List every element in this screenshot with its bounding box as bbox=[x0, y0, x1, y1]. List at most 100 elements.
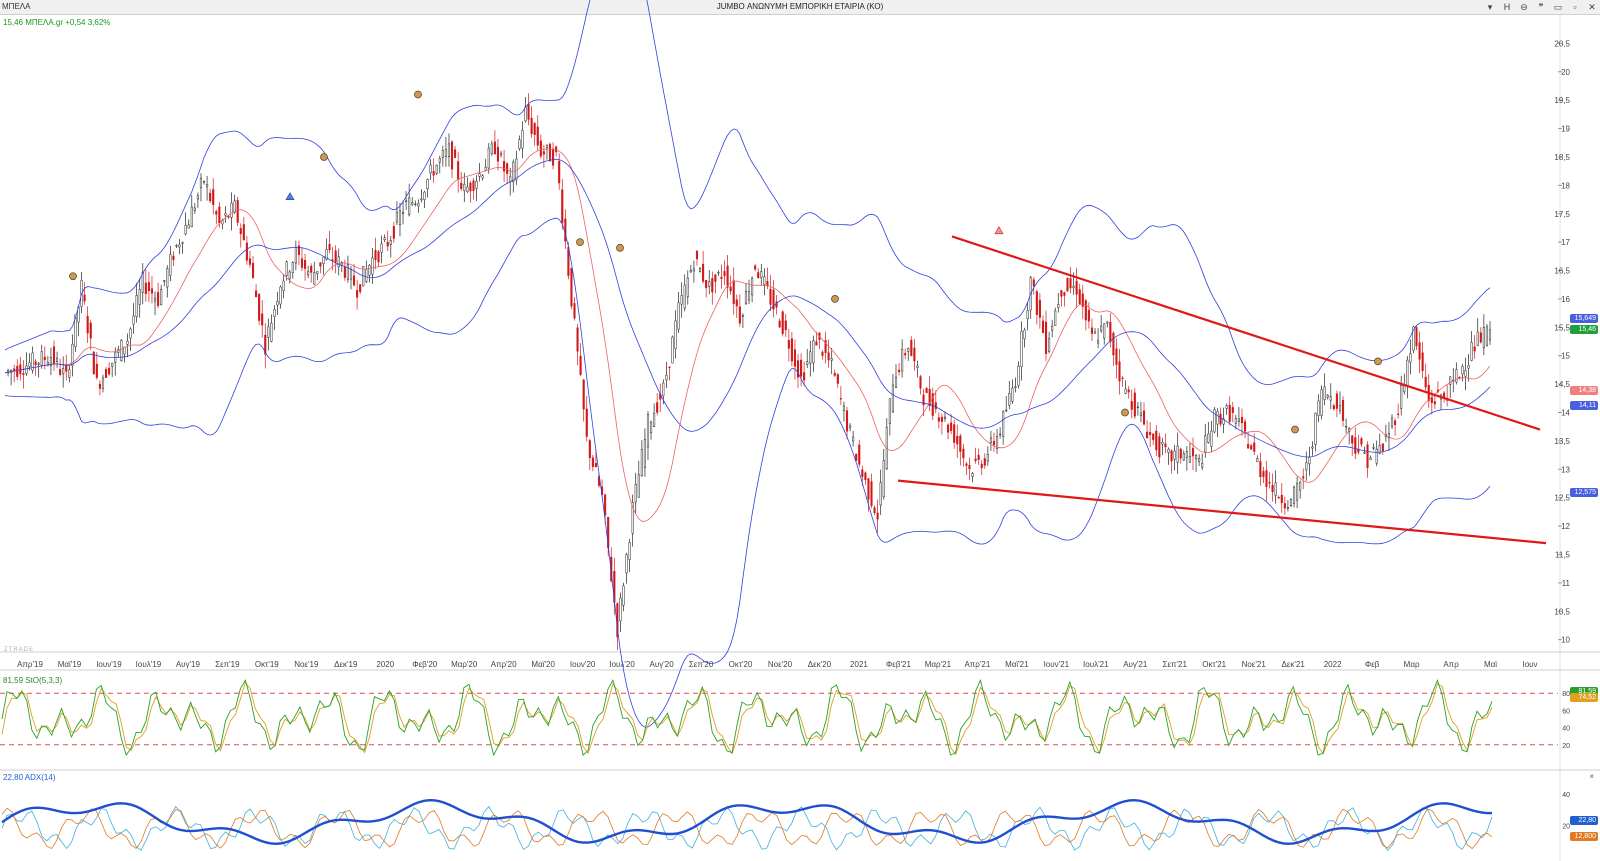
candle-body bbox=[438, 158, 441, 163]
time-axis-label: Ιουλ'19 bbox=[136, 660, 162, 669]
candle-body bbox=[337, 256, 340, 268]
time-axis-label: Ιουν bbox=[1522, 660, 1537, 669]
candle-body bbox=[282, 280, 285, 291]
candle-body bbox=[910, 339, 913, 357]
bollinger-lower bbox=[4, 217, 1491, 728]
time-axis-label: Φεβ bbox=[1365, 660, 1380, 669]
candle-body bbox=[533, 123, 536, 135]
time-axis-label: Οκτ'21 bbox=[1202, 660, 1226, 669]
candle-body bbox=[493, 141, 496, 155]
stochastic-tick-label: 40 bbox=[1562, 726, 1570, 733]
candle-body bbox=[457, 161, 460, 180]
candle-body bbox=[815, 341, 818, 346]
candle-body bbox=[781, 311, 784, 334]
candle-body bbox=[919, 376, 922, 389]
signal-marker bbox=[69, 272, 77, 281]
price-tick-label: 11 bbox=[1562, 579, 1571, 588]
price-tick-label: 10,5 bbox=[1554, 607, 1570, 616]
candle-body bbox=[22, 373, 25, 376]
candle-body bbox=[276, 301, 279, 306]
candle-body bbox=[1201, 463, 1204, 468]
price-candles bbox=[7, 93, 1492, 650]
candle-body bbox=[796, 360, 800, 378]
candle-body bbox=[484, 166, 487, 171]
candle-body bbox=[175, 245, 178, 247]
candle-body bbox=[49, 357, 52, 367]
candle-body bbox=[1397, 413, 1400, 416]
candle-body bbox=[104, 368, 108, 378]
candle-body bbox=[591, 457, 594, 467]
candle-body bbox=[1308, 456, 1311, 465]
candle-body bbox=[86, 316, 89, 334]
candle-body bbox=[233, 200, 236, 213]
candle-body bbox=[371, 257, 374, 275]
close-adx-icon[interactable]: × bbox=[1589, 772, 1594, 781]
time-axis-label: Απρ'21 bbox=[964, 660, 990, 669]
candle-body bbox=[1458, 376, 1461, 379]
candle-body bbox=[1421, 352, 1424, 371]
candle-body bbox=[432, 171, 435, 176]
candle-body bbox=[83, 294, 86, 302]
candle-body bbox=[763, 276, 766, 285]
candle-body bbox=[548, 143, 552, 162]
candle-body bbox=[472, 180, 475, 191]
candle-body bbox=[441, 150, 444, 158]
candle-body bbox=[230, 202, 233, 218]
zoom-out-icon[interactable]: ⊖ bbox=[1520, 2, 1528, 12]
candle-body bbox=[842, 405, 845, 411]
candle-body bbox=[1225, 405, 1228, 409]
candle-body bbox=[521, 130, 524, 149]
candle-body bbox=[178, 244, 181, 248]
candle-body bbox=[530, 117, 533, 134]
candle-body bbox=[31, 352, 34, 371]
candle-body bbox=[793, 349, 797, 367]
candle-body bbox=[989, 437, 992, 443]
restore-icon[interactable]: ▫ bbox=[1573, 2, 1577, 12]
candle-body bbox=[1488, 329, 1492, 341]
candle-body bbox=[968, 465, 971, 470]
candle-body bbox=[925, 388, 928, 394]
candle-body bbox=[940, 416, 943, 422]
candle-body bbox=[757, 272, 760, 279]
h-button[interactable]: H bbox=[1503, 2, 1511, 12]
candle-body bbox=[71, 343, 74, 367]
candle-body bbox=[313, 272, 316, 285]
candle-body bbox=[264, 334, 267, 355]
dropdown-icon[interactable]: ▾ bbox=[1487, 2, 1493, 12]
candle-body bbox=[1256, 458, 1259, 462]
stochastic-tag: 81,59 bbox=[1570, 686, 1598, 696]
signal-marker bbox=[320, 153, 328, 161]
price-tick-label: 16,5 bbox=[1554, 267, 1570, 276]
candle-body bbox=[209, 192, 212, 202]
candle-body bbox=[1179, 448, 1182, 459]
candle-body bbox=[861, 469, 864, 477]
candle-body bbox=[992, 440, 996, 446]
maximize-icon[interactable]: ▭ bbox=[1553, 2, 1563, 12]
quote-icon[interactable]: ❞ bbox=[1538, 2, 1544, 12]
adx-tick-label: 20 bbox=[1562, 823, 1570, 830]
symbol-field[interactable]: ΜΠΕΛΑ bbox=[2, 2, 31, 11]
candle-body bbox=[711, 278, 714, 293]
candle-body bbox=[1476, 331, 1479, 346]
candle-body bbox=[1075, 280, 1078, 295]
candle-body bbox=[1400, 385, 1403, 409]
candle-body bbox=[356, 290, 359, 298]
close-icon[interactable]: ✕ bbox=[1588, 2, 1596, 12]
candle-body bbox=[1234, 418, 1237, 424]
time-axis-label: Σεπ'20 bbox=[689, 660, 714, 669]
time-axis-label: 2022 bbox=[1324, 660, 1342, 669]
stochastic-signal-line bbox=[1, 681, 1493, 756]
price-tick-label: 10 bbox=[1561, 636, 1570, 645]
price-tick-label: 20 bbox=[1561, 68, 1570, 77]
candle-body bbox=[898, 369, 901, 373]
signal-marker bbox=[616, 243, 624, 252]
candle-body bbox=[1152, 433, 1155, 440]
price-tick-label: 14 bbox=[1561, 409, 1570, 418]
price-tick-label: 15,5 bbox=[1554, 323, 1570, 332]
candle-body bbox=[891, 384, 894, 413]
adx-tag: 22,80 bbox=[1570, 815, 1598, 825]
candle-body bbox=[62, 368, 65, 375]
candle-body bbox=[1286, 507, 1289, 509]
candle-body bbox=[1247, 444, 1250, 449]
